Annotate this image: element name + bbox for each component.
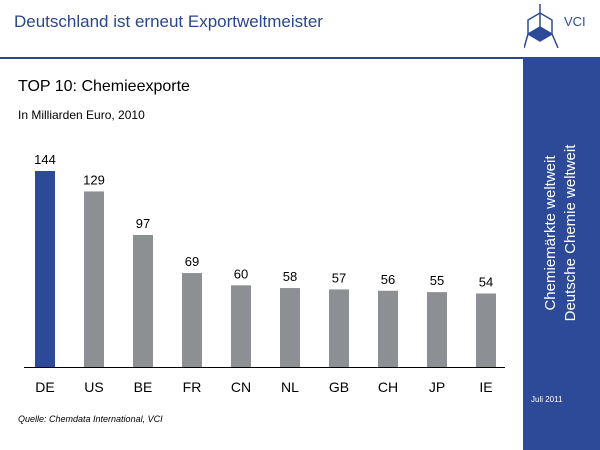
bar-be	[133, 234, 153, 367]
x-tick-us: US	[84, 379, 103, 395]
x-tick-nl: NL	[281, 379, 299, 395]
data-label-gb: 57	[332, 270, 346, 285]
chart-title: TOP 10: Chemieexporte	[18, 78, 190, 95]
x-tick-de: DE	[35, 379, 54, 395]
data-label-fr: 69	[185, 254, 199, 269]
x-tick-gb: GB	[329, 379, 349, 395]
x-tick-ie: IE	[479, 379, 492, 395]
bar-ch	[378, 290, 398, 367]
x-tick-fr: FR	[183, 379, 202, 395]
data-label-ie: 54	[479, 275, 493, 290]
source-note: Quelle: Chemdata International, VCI	[18, 414, 163, 424]
sidebar-caption-line2: Deutsche Chemie weltweit	[562, 144, 579, 322]
data-label-us: 129	[83, 172, 105, 187]
sidebar-caption: Chemiemärkte weltweit Deutsche Chemie we…	[541, 145, 581, 322]
vci-logo-text: VCI	[564, 14, 586, 29]
x-tick-ch: CH	[378, 379, 398, 395]
page-title: Deutschland ist erneut Exportweltmeister	[14, 12, 323, 31]
x-tick-be: BE	[134, 379, 153, 395]
bar-cn	[231, 285, 251, 367]
data-label-ch: 56	[381, 272, 395, 287]
sidebar: Chemiemärkte weltweit Deutsche Chemie we…	[523, 57, 600, 450]
data-label-be: 97	[136, 216, 150, 231]
bar-chart: 144 DE 129 US 97 BE 69 FR 60 CN 58 NL 57 GB 56 CH 55 JP 54…	[24, 152, 505, 395]
bar-jp	[427, 292, 447, 367]
sidebar-caption-line1: Chemiemärkte weltweit	[542, 155, 559, 311]
vci-logo: VCI	[524, 4, 586, 49]
bar-nl	[280, 288, 300, 367]
x-tick-jp: JP	[429, 379, 445, 395]
bar-de	[35, 171, 55, 367]
bar-fr	[182, 273, 202, 367]
data-label-cn: 60	[234, 266, 248, 281]
header-divider	[0, 57, 523, 59]
data-label-de: 144	[34, 152, 56, 167]
bar-ie	[476, 293, 496, 367]
data-label-jp: 55	[430, 273, 444, 288]
bar-us	[84, 191, 104, 367]
sidebar-date: Juli 2011	[531, 395, 563, 404]
data-label-nl: 58	[283, 269, 297, 284]
bar-gb	[329, 289, 349, 367]
x-tick-cn: CN	[231, 379, 251, 395]
chart-subtitle: In Milliarden Euro, 2010	[18, 108, 145, 122]
